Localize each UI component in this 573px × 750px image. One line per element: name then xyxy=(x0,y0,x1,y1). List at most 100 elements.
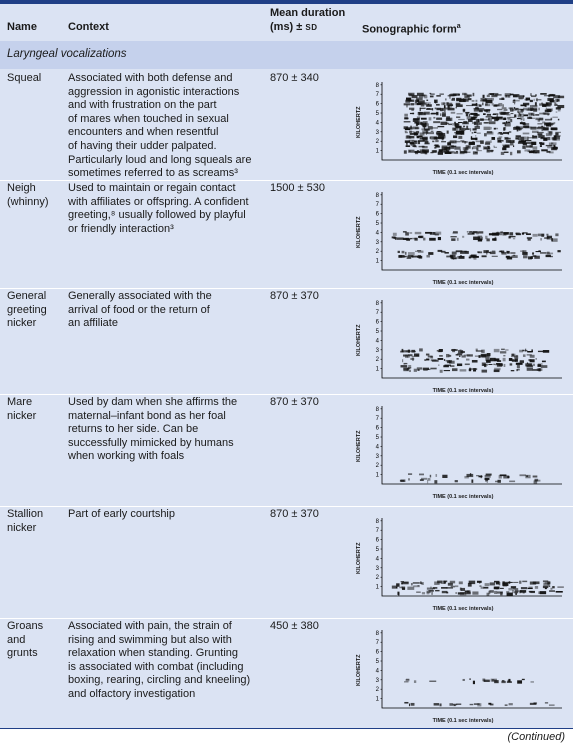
context-line: sometimes referred to as screams³ xyxy=(68,167,238,180)
col-header-context: Context xyxy=(68,21,109,33)
sonogram-ytick: 2 xyxy=(376,139,380,145)
sonogram-ytick: 4 xyxy=(376,338,380,344)
col-header-sonographic: Sonographic forma xyxy=(362,20,568,132)
sonogram-ytick: 5 xyxy=(376,221,380,227)
row-divider xyxy=(0,506,573,507)
sonogram-ink xyxy=(391,231,561,260)
duration-pm: (ms) ± xyxy=(270,21,303,33)
sonogram-ytick: 1 xyxy=(376,697,380,703)
sonogram: 1 2 3 4 5 6 7 8 KILOHERTZ TIME (0.1 sec intervals… xyxy=(356,400,566,512)
name-line: greeting xyxy=(7,303,47,316)
table-row: Stallion nicker Part of early courtship 870… xyxy=(0,508,573,618)
vocalization-name: Groans and grunts xyxy=(7,620,63,661)
sonogram-xlabel: TIME (0.1 sec intervals) xyxy=(432,606,494,612)
sonogram-xlabel: TIME (0.1 sec intervals) xyxy=(432,494,494,500)
context-line: aggression in agonistic interactions xyxy=(68,85,240,98)
sonogram-ytick: 2 xyxy=(376,249,380,255)
context-line: encounters and when resentful xyxy=(68,126,219,139)
context-line: Generally associated with the xyxy=(68,290,212,302)
mean-duration: 870 ± 370 xyxy=(270,508,319,520)
sonogram-ytick: 7 xyxy=(376,310,380,316)
sonogram-ytick: 2 xyxy=(376,575,380,581)
sonogram-ylabel: KILOHERTZ xyxy=(356,542,362,574)
row-divider xyxy=(0,618,573,619)
vocalization-name: Squeal xyxy=(7,72,63,86)
sonogram-ytick: 3 xyxy=(376,566,380,572)
col-header-duration-line1: Mean duration xyxy=(270,7,346,19)
vocalization-context: Part of early courtship xyxy=(68,508,268,522)
mean-duration: 450 ± 380 xyxy=(270,620,319,632)
sonogram-plot: 1 2 3 4 5 6 7 8 xyxy=(376,300,562,379)
sonogram-plot: 1 2 3 4 5 6 7 8 xyxy=(376,406,562,485)
name-line: nicker xyxy=(7,409,37,422)
sonogram-ytick: 7 xyxy=(376,640,380,646)
sonogram-ytick: 4 xyxy=(376,668,380,674)
sonogram-ytick: 4 xyxy=(376,444,380,450)
sonogram-ytick: 1 xyxy=(376,259,380,265)
sonogram-ytick: 4 xyxy=(376,120,380,126)
sonogram-plot: 1 2 3 4 5 6 7 8 xyxy=(376,82,565,161)
sonogram-ytick: 8 xyxy=(376,631,380,637)
sonogram-ytick: 1 xyxy=(376,585,380,591)
vocalization-name: Mare nicker xyxy=(7,396,63,423)
name-line: nicker xyxy=(7,317,37,330)
col-header-duration-line2: (ms) ± SD xyxy=(270,20,345,35)
col-header-name: Name xyxy=(7,21,37,33)
name-line: grunts xyxy=(7,647,38,660)
sonogram-ytick: 8 xyxy=(376,407,380,413)
vocalization-context: Associated with both defense and aggressi… xyxy=(68,72,268,181)
sono-header-footnote: a xyxy=(456,23,461,30)
sonogram-xlabel: TIME (0.1 sec intervals) xyxy=(432,718,494,724)
context-line: rising and swimming but also with xyxy=(68,633,232,646)
sonogram-ytick: 7 xyxy=(376,528,380,534)
duration-sd: SD xyxy=(305,23,318,32)
context-line: of having their udder palpated. xyxy=(68,139,217,152)
table-row: General greeting nicker Generally associate… xyxy=(0,290,573,394)
context-line: Associated with pain, the strain of xyxy=(68,620,232,632)
sonogram-ytick: 1 xyxy=(376,367,380,373)
sonogram-ytick: 7 xyxy=(376,416,380,422)
context-line: of mares when touched in sexual xyxy=(68,112,229,125)
sonogram-ytick: 5 xyxy=(376,547,380,553)
sonogram-ytick: 3 xyxy=(376,678,380,684)
name-line: Groans xyxy=(7,620,44,632)
table-row: Groans and grunts Associated with pain, the… xyxy=(0,620,573,726)
bottom-rule xyxy=(0,728,573,729)
sonogram-ytick: 6 xyxy=(376,320,380,326)
sonogram-ylabel: KILOHERTZ xyxy=(356,216,362,248)
name-line: Squeal xyxy=(7,72,42,84)
sonogram-ink xyxy=(403,92,565,156)
vocalization-name: General greeting nicker xyxy=(7,290,63,331)
sonogram-xlabel: TIME (0.1 sec intervals) xyxy=(432,388,494,394)
sonogram-ytick: 4 xyxy=(376,230,380,236)
context-line: arrival of food or the return of xyxy=(68,303,210,316)
sonogram-ytick: 5 xyxy=(376,435,380,441)
sonogram: 1 2 3 4 5 6 7 8 KILOHERTZ TIME (0.1 sec intervals… xyxy=(356,512,566,624)
sonogram-ylabel: KILOHERTZ xyxy=(356,106,362,138)
continued-note: (Continued) xyxy=(507,731,565,743)
sonogram-ylabel: KILOHERTZ xyxy=(356,430,362,462)
sonogram-ytick: 7 xyxy=(376,202,380,208)
sonogram-ink xyxy=(399,473,541,484)
sonogram-ylabel: KILOHERTZ xyxy=(356,654,362,686)
sonogram-ytick: 8 xyxy=(376,519,380,525)
sonogram-ytick: 5 xyxy=(376,329,380,335)
sonogram-ink xyxy=(404,678,555,707)
sonogram-ytick: 2 xyxy=(376,463,380,469)
sonogram-ytick: 1 xyxy=(376,149,380,155)
context-line: an affiliate xyxy=(68,317,118,330)
sonogram-ytick: 4 xyxy=(376,556,380,562)
vocalization-context: Used by dam when she affirms the maternal… xyxy=(68,396,268,464)
context-line: Part of early courtship xyxy=(68,508,175,520)
sonogram: 1 2 3 4 5 6 7 8 KILOHERTZ TIME (0.1 sec intervals… xyxy=(356,294,566,406)
context-line: Associated with both defense and xyxy=(68,72,233,84)
context-line: and with frustration on the part xyxy=(68,99,217,112)
context-line: or friendly interaction³ xyxy=(68,222,174,235)
sonogram-axis xyxy=(381,300,562,379)
sonogram-ytick: 6 xyxy=(376,538,380,544)
vocalization-context: Associated with pain, the strain of risin… xyxy=(68,620,268,702)
row-divider xyxy=(0,180,573,181)
sonogram-ink xyxy=(391,580,564,596)
vocalization-context: Generally associated with the arrival of … xyxy=(68,290,268,331)
context-line: with affiliates or offspring. A confiden… xyxy=(68,195,249,208)
